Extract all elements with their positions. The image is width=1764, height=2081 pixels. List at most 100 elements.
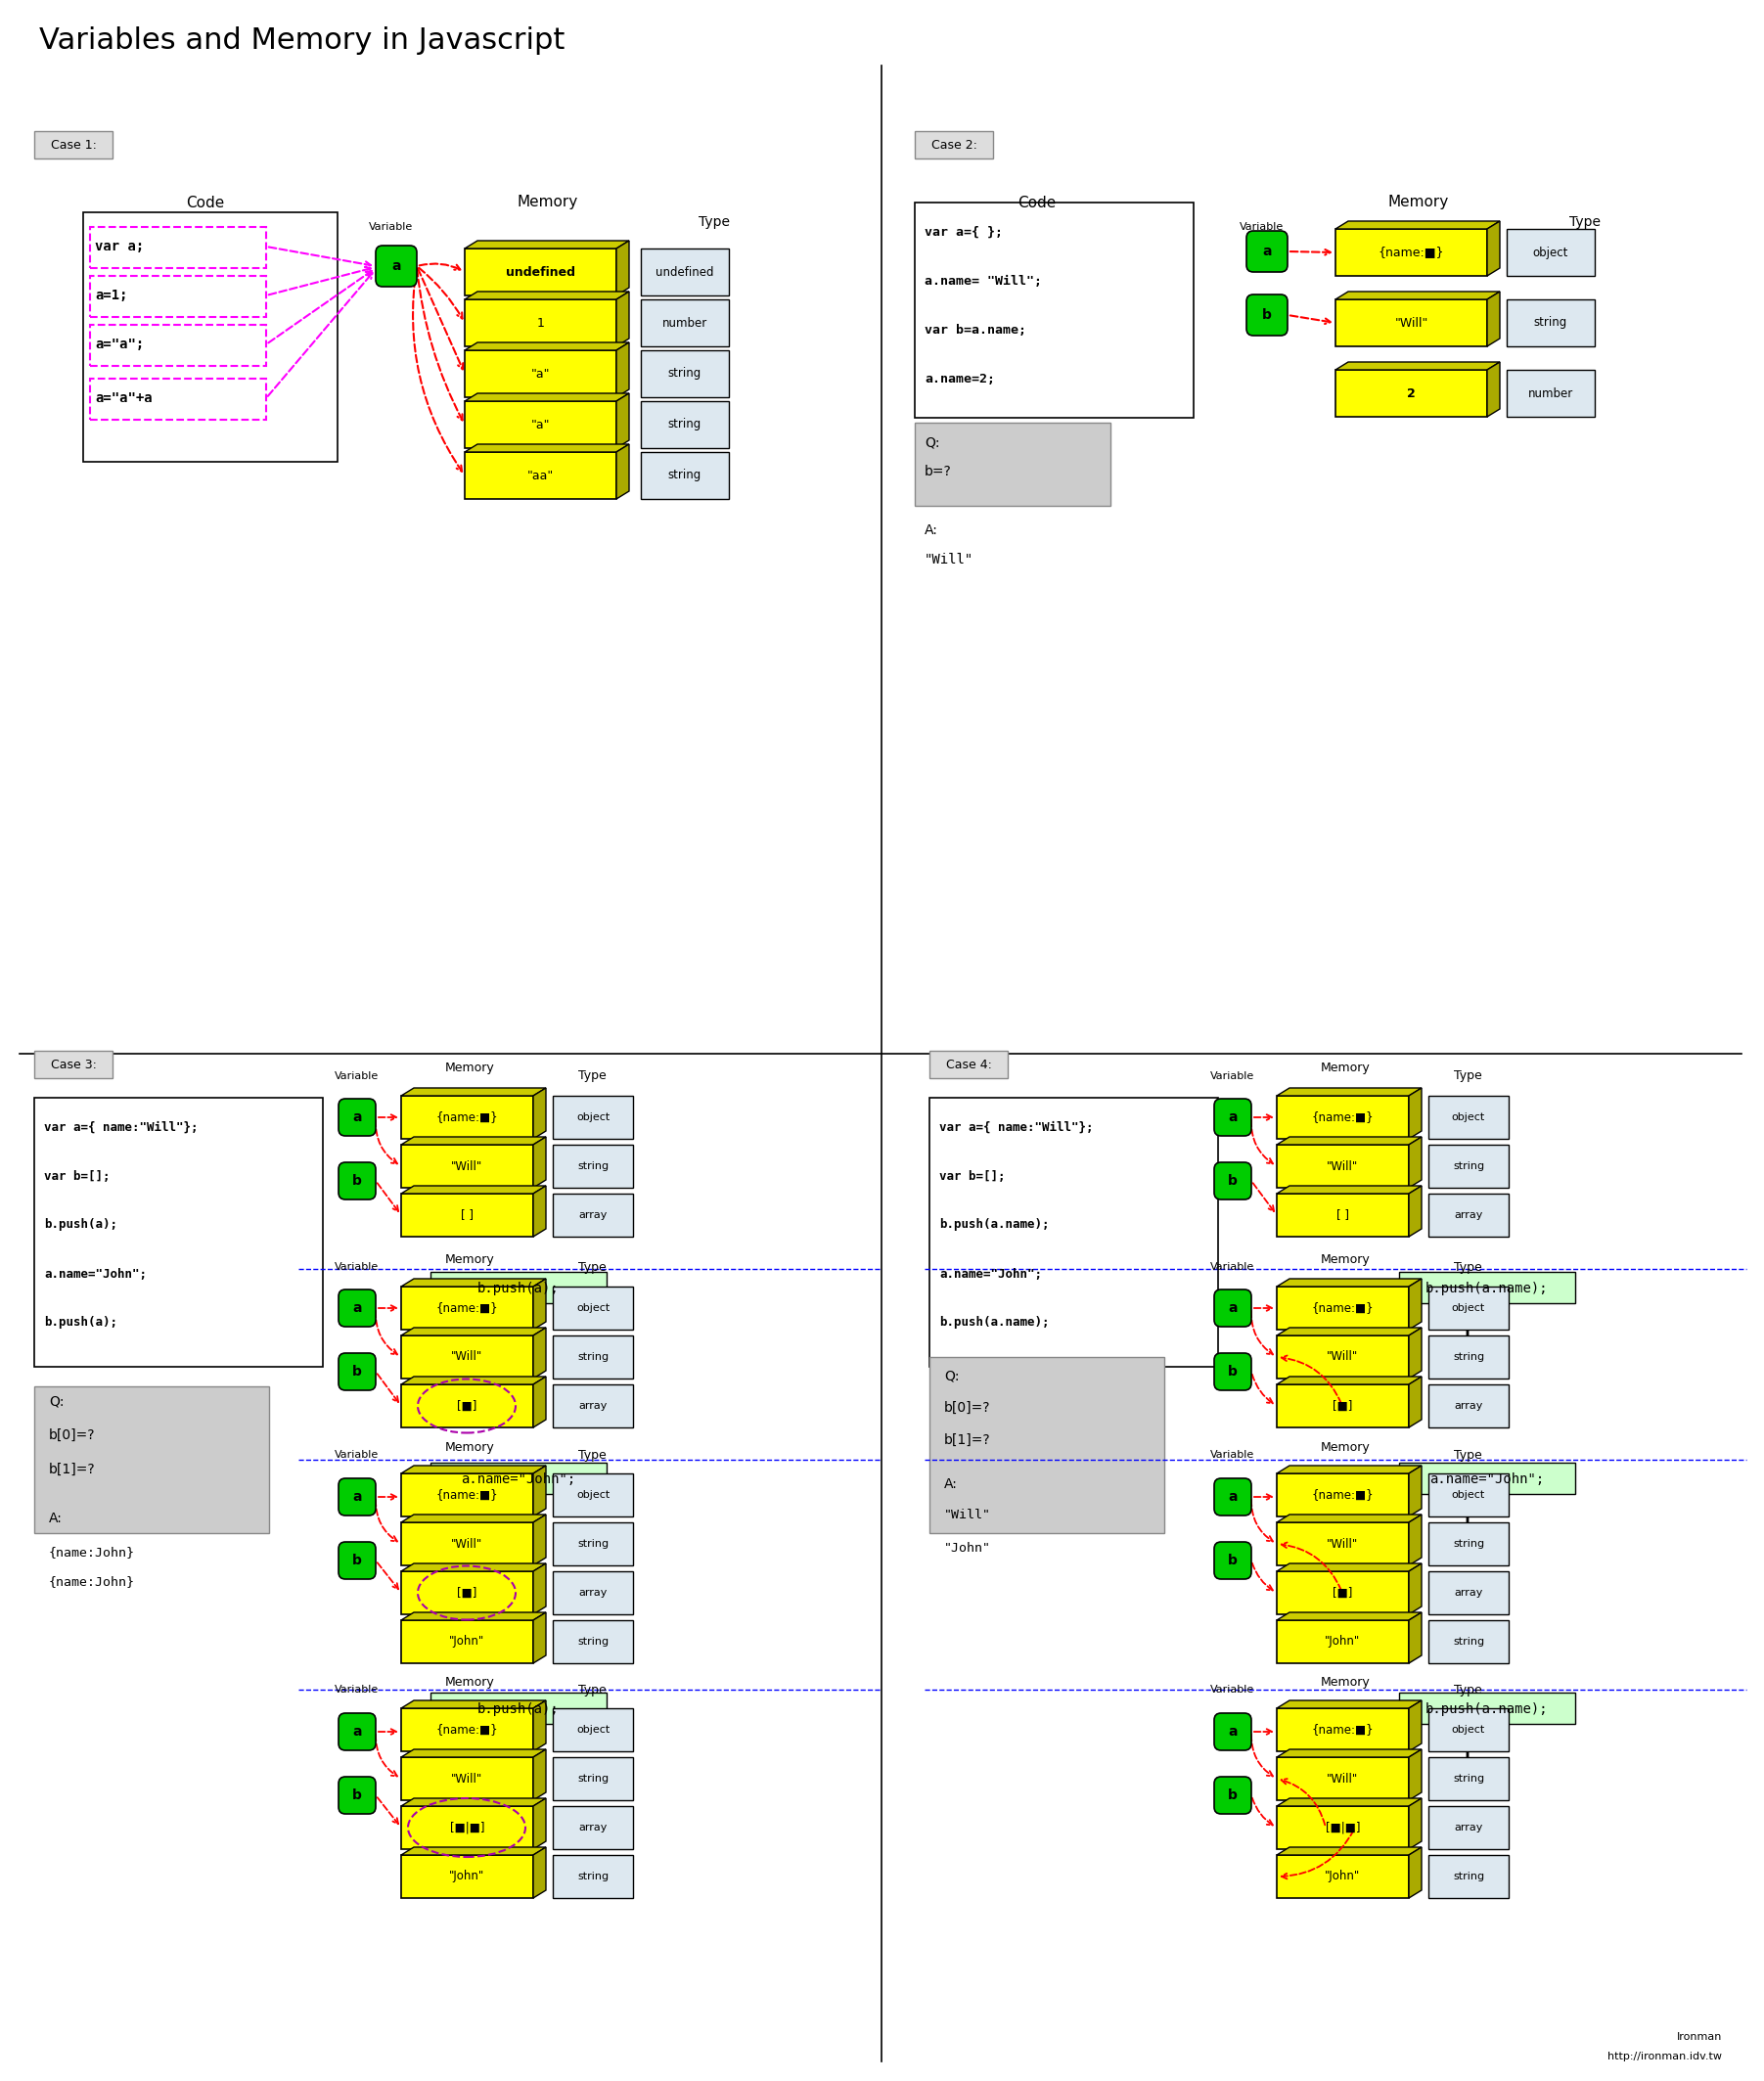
Text: "John": "John"	[450, 1636, 485, 1648]
Polygon shape	[533, 1750, 545, 1800]
Text: Memory: Memory	[445, 1061, 494, 1074]
Polygon shape	[616, 343, 630, 397]
FancyBboxPatch shape	[464, 350, 616, 397]
Polygon shape	[1409, 1328, 1422, 1378]
Text: "Will": "Will"	[452, 1159, 483, 1172]
Polygon shape	[1409, 1613, 1422, 1663]
FancyBboxPatch shape	[34, 1386, 270, 1534]
Polygon shape	[533, 1328, 545, 1378]
Polygon shape	[400, 1700, 545, 1709]
Text: string: string	[669, 368, 702, 381]
Text: string: string	[1454, 1871, 1484, 1881]
Text: object: object	[1533, 246, 1568, 258]
Polygon shape	[1409, 1848, 1422, 1898]
Polygon shape	[1335, 362, 1499, 370]
FancyBboxPatch shape	[1214, 1353, 1251, 1390]
Text: a=1;: a=1;	[95, 289, 127, 302]
FancyBboxPatch shape	[1429, 1523, 1508, 1565]
FancyBboxPatch shape	[930, 1051, 1007, 1078]
Text: Variable: Variable	[335, 1072, 379, 1082]
Polygon shape	[400, 1563, 545, 1571]
Text: Variable: Variable	[1210, 1072, 1254, 1082]
Text: b[1]=?: b[1]=?	[944, 1434, 991, 1446]
Text: 2: 2	[1408, 387, 1415, 400]
Text: {name:■}: {name:■}	[436, 1488, 497, 1500]
Text: Type: Type	[699, 214, 730, 229]
FancyBboxPatch shape	[376, 246, 416, 287]
Text: "John": "John"	[944, 1542, 991, 1555]
FancyBboxPatch shape	[1214, 1542, 1251, 1579]
FancyBboxPatch shape	[400, 1145, 533, 1188]
Text: {name:John}: {name:John}	[49, 1575, 136, 1588]
Text: a="a"+a: a="a"+a	[95, 391, 152, 406]
Polygon shape	[464, 443, 630, 452]
Text: Case 3:: Case 3:	[51, 1057, 97, 1072]
Text: {name:■}: {name:■}	[436, 1303, 497, 1315]
Text: Q:: Q:	[924, 435, 940, 449]
Text: {name:John}: {name:John}	[49, 1546, 136, 1559]
FancyBboxPatch shape	[1429, 1854, 1508, 1898]
Polygon shape	[464, 343, 630, 350]
Text: Variables and Memory in Javascript: Variables and Memory in Javascript	[39, 27, 564, 56]
Text: a.name="John";: a.name="John";	[460, 1473, 575, 1486]
FancyBboxPatch shape	[1277, 1806, 1409, 1850]
Polygon shape	[1409, 1563, 1422, 1615]
Text: b: b	[353, 1365, 362, 1378]
FancyBboxPatch shape	[916, 422, 1111, 506]
Text: var a={ name:"Will"};: var a={ name:"Will"};	[44, 1122, 198, 1134]
Polygon shape	[616, 291, 630, 345]
Polygon shape	[1277, 1515, 1422, 1523]
Polygon shape	[533, 1278, 545, 1330]
Text: Variable: Variable	[1210, 1450, 1254, 1459]
FancyBboxPatch shape	[552, 1571, 633, 1615]
Text: b: b	[353, 1788, 362, 1802]
Text: b: b	[1228, 1365, 1238, 1378]
FancyBboxPatch shape	[1214, 1290, 1251, 1328]
Text: {name:■}: {name:■}	[436, 1111, 497, 1124]
FancyBboxPatch shape	[1429, 1709, 1508, 1752]
FancyBboxPatch shape	[1277, 1709, 1409, 1752]
Text: Memory: Memory	[1321, 1442, 1371, 1455]
FancyBboxPatch shape	[640, 350, 729, 397]
FancyBboxPatch shape	[400, 1621, 533, 1663]
Text: Memory: Memory	[1321, 1061, 1371, 1074]
Text: number: number	[1528, 387, 1573, 400]
FancyBboxPatch shape	[1506, 370, 1595, 416]
Text: object: object	[577, 1113, 610, 1122]
Text: a: a	[353, 1725, 362, 1738]
Polygon shape	[400, 1515, 545, 1523]
Text: a: a	[353, 1490, 362, 1505]
Polygon shape	[1277, 1798, 1422, 1806]
FancyBboxPatch shape	[552, 1336, 633, 1378]
Text: a.name="John";: a.name="John";	[44, 1267, 146, 1280]
Polygon shape	[1277, 1700, 1422, 1709]
Text: Case 4:: Case 4:	[946, 1057, 991, 1072]
FancyBboxPatch shape	[400, 1756, 533, 1800]
Polygon shape	[400, 1278, 545, 1286]
Text: b.push(a);: b.push(a);	[478, 1702, 559, 1717]
FancyBboxPatch shape	[1429, 1384, 1508, 1428]
FancyBboxPatch shape	[1429, 1194, 1508, 1236]
FancyBboxPatch shape	[1214, 1777, 1251, 1815]
Polygon shape	[533, 1376, 545, 1428]
Text: a: a	[1263, 246, 1272, 258]
Polygon shape	[616, 241, 630, 296]
FancyBboxPatch shape	[400, 1286, 533, 1330]
FancyBboxPatch shape	[1429, 1806, 1508, 1850]
Text: "John": "John"	[450, 1871, 485, 1883]
Polygon shape	[400, 1465, 545, 1473]
FancyBboxPatch shape	[552, 1621, 633, 1663]
Polygon shape	[1277, 1563, 1422, 1571]
Text: [■]: [■]	[1334, 1401, 1353, 1413]
FancyBboxPatch shape	[1277, 1145, 1409, 1188]
Text: "Will": "Will"	[1327, 1773, 1358, 1785]
FancyBboxPatch shape	[400, 1336, 533, 1378]
Text: array: array	[1454, 1588, 1484, 1598]
Text: "Will": "Will"	[924, 554, 974, 566]
FancyBboxPatch shape	[430, 1692, 607, 1723]
Text: b: b	[1228, 1174, 1238, 1188]
Text: a: a	[1228, 1490, 1237, 1505]
Text: object: object	[577, 1303, 610, 1313]
Text: Memory: Memory	[1321, 1677, 1371, 1690]
Polygon shape	[1487, 221, 1499, 277]
